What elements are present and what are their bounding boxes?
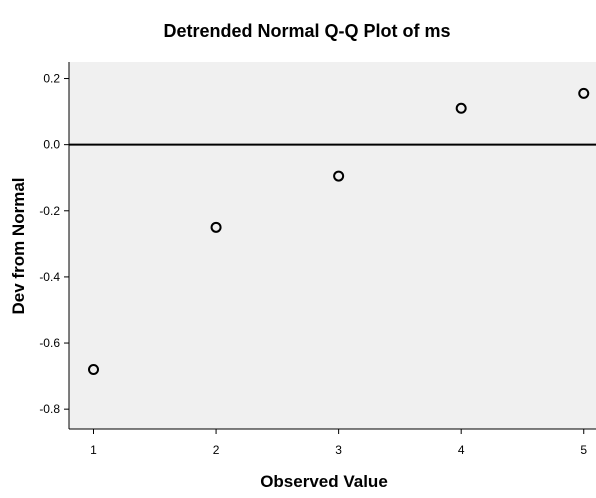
y-axis-title: Dev from Normal <box>9 178 28 315</box>
y-tick-label: -0.2 <box>39 204 60 218</box>
y-tick-label: -0.8 <box>39 402 60 416</box>
x-tick-label: 5 <box>580 443 587 457</box>
data-point-marker <box>333 170 345 182</box>
plot-area <box>69 62 596 429</box>
x-tick-label: 3 <box>335 443 342 457</box>
data-point-marker <box>455 102 467 114</box>
x-tick-label: 1 <box>90 443 97 457</box>
y-tick-label: -0.4 <box>39 270 60 284</box>
x-tick-label: 2 <box>213 443 220 457</box>
y-tick-label: 0.0 <box>43 138 60 152</box>
chart-title: Detrended Normal Q-Q Plot of ms <box>163 21 450 41</box>
data-point-marker <box>210 221 222 233</box>
x-axis-ticks: 1 2 3 4 5 <box>90 429 587 457</box>
x-tick-label: 4 <box>458 443 465 457</box>
data-point-marker <box>578 87 590 99</box>
y-axis-ticks: 0.2 0.0 -0.2 -0.4 -0.6 -0.8 <box>39 72 69 416</box>
y-tick-label: 0.2 <box>43 72 60 86</box>
x-axis-title: Observed Value <box>260 472 388 491</box>
data-points <box>88 87 590 375</box>
y-tick-label: -0.6 <box>39 336 60 350</box>
data-point-marker <box>88 363 100 375</box>
